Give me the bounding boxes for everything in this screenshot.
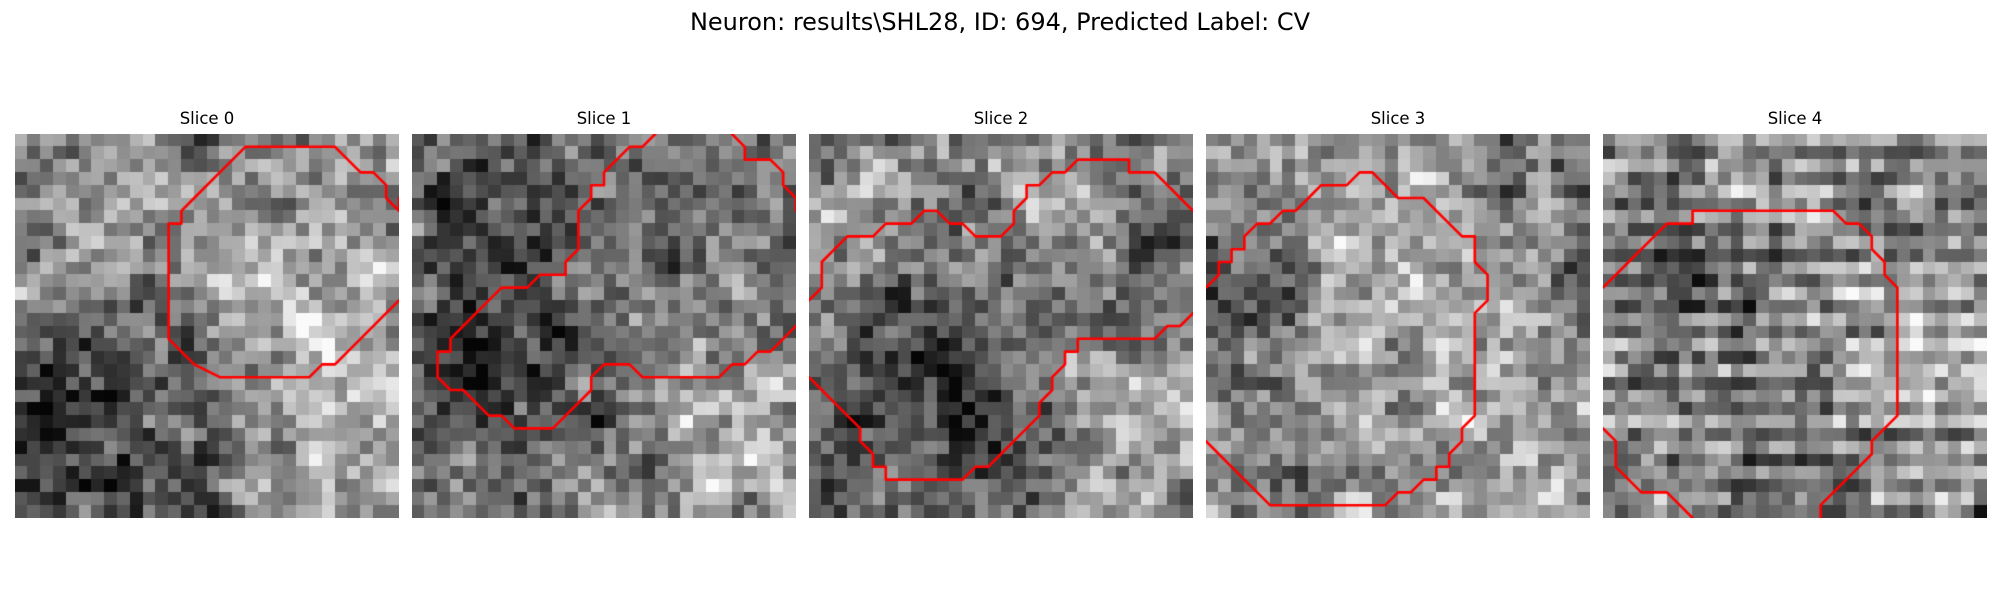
slice-title: Slice 3 [1370, 109, 1426, 128]
slice-panel-1: Slice 1 [412, 108, 796, 518]
slice-title: Slice 1 [576, 109, 632, 128]
slice-image [1206, 134, 1590, 518]
slice-title: Slice 0 [179, 109, 235, 128]
slice-panel-0: Slice 0 [15, 108, 399, 518]
slice-image [809, 134, 1193, 518]
slice-panel-4: Slice 4 [1603, 108, 1987, 518]
slice-title: Slice 2 [973, 109, 1029, 128]
slice-title: Slice 4 [1767, 109, 1823, 128]
slice-panel-3: Slice 3 [1206, 108, 1590, 518]
slice-panel-2: Slice 2 [809, 108, 1193, 518]
slice-image [1603, 134, 1987, 518]
slice-image [15, 134, 399, 518]
slice-image [412, 134, 796, 518]
figure-title: Neuron: results\SHL28, ID: 694, Predicte… [689, 8, 1311, 36]
